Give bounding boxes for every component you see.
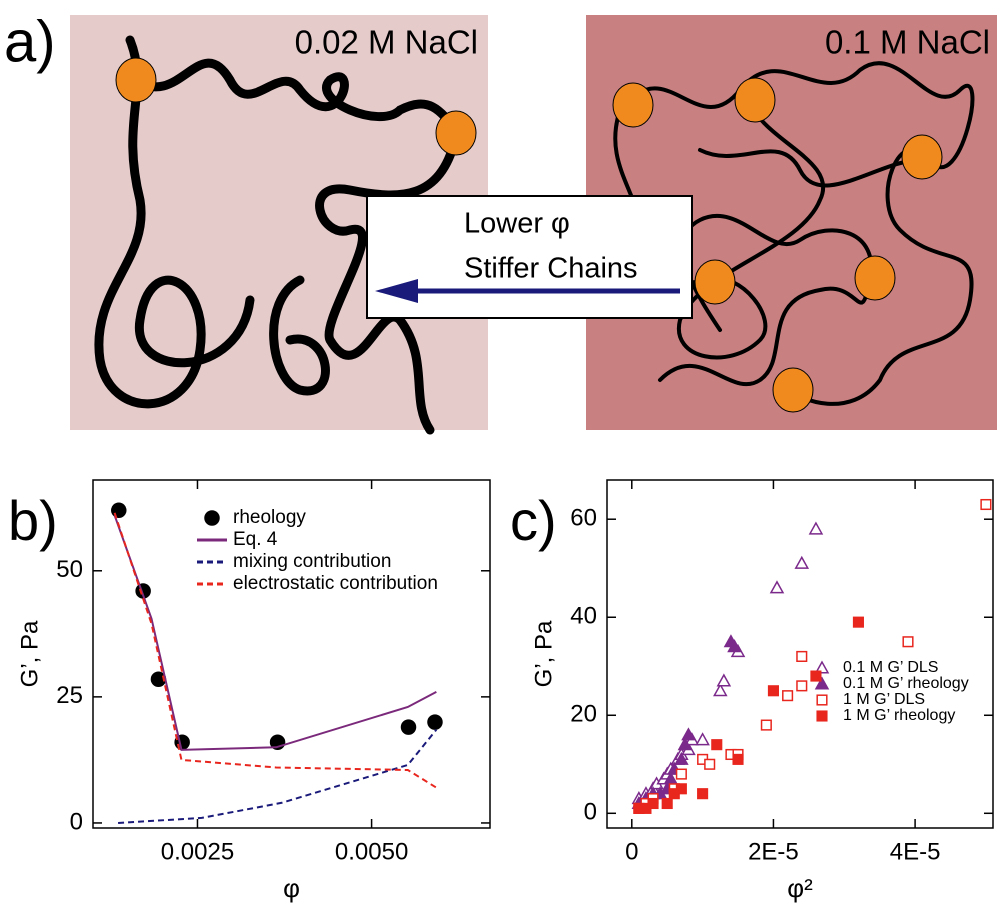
legend-marker	[205, 511, 219, 525]
point	[797, 652, 807, 662]
right-condition: 0.1 M NaCl	[825, 24, 990, 61]
point	[428, 715, 442, 729]
point	[810, 523, 822, 534]
point	[903, 637, 913, 647]
diagram: 0.02 M NaCl 0.1 M NaCl Lower φ Stiffer C…	[70, 15, 997, 430]
panel-label: c)	[510, 489, 557, 552]
y-tick-label: 40	[570, 603, 597, 630]
point	[677, 769, 687, 779]
point	[402, 720, 416, 734]
point	[981, 500, 991, 510]
point	[762, 720, 772, 730]
panel-label: a)	[4, 9, 56, 74]
arrow-text: Stiffer Chains	[464, 253, 638, 285]
legend-label: 1 M G’ DLS	[843, 691, 925, 708]
y-tick-label: 0	[70, 808, 83, 835]
point	[697, 734, 709, 745]
point	[698, 789, 708, 799]
x-tick-label: 2E-5	[748, 838, 799, 865]
point	[796, 557, 808, 568]
point	[705, 759, 715, 769]
y-axis-label: G’, Pa	[530, 620, 557, 687]
point	[648, 799, 658, 809]
point	[112, 503, 126, 517]
arrow-text: Lower φ	[464, 208, 570, 240]
y-tick-label: 60	[570, 505, 597, 532]
point	[811, 671, 821, 681]
plot-frame	[93, 480, 490, 828]
panel-label: b)	[8, 489, 58, 552]
figure: a) 0.02 M NaCl 0.1 M NaCl Lower φ Stiffe…	[0, 0, 997, 909]
x-tick-label: 0	[625, 838, 638, 865]
point	[677, 784, 687, 794]
point	[712, 740, 722, 750]
y-tick-label: 25	[56, 682, 83, 709]
legend-marker	[817, 695, 827, 705]
x-tick-label: 4E-5	[890, 838, 941, 865]
x-tick-label: 0.0050	[335, 838, 408, 865]
point	[797, 681, 807, 691]
y-tick-label: 50	[56, 556, 83, 583]
legend-label: 0.1 M G’ rheology	[843, 675, 969, 692]
x-axis-label: φ²	[787, 873, 813, 903]
y-tick-label: 20	[570, 701, 597, 728]
legend-label: Eq. 4	[233, 529, 278, 550]
x-axis-label: φ	[283, 873, 300, 903]
point	[769, 686, 779, 696]
point	[733, 755, 743, 765]
point	[854, 617, 864, 627]
legend-label: rheology	[233, 507, 306, 528]
legend-marker	[817, 711, 827, 721]
x-tick-label: 0.0025	[161, 838, 234, 865]
point	[771, 582, 783, 593]
point	[718, 675, 730, 686]
point	[783, 691, 793, 701]
legend-label: 0.1 M G’ DLS	[843, 659, 938, 676]
y-axis-label: G’, Pa	[16, 620, 43, 687]
y-tick-label: 0	[584, 799, 597, 826]
point	[662, 799, 672, 809]
legend-label: electrostatic contribution	[233, 573, 438, 594]
legend-label: mixing contribution	[233, 551, 391, 572]
left-condition: 0.02 M NaCl	[295, 24, 478, 61]
legend-label: 1 M G’ rheology	[843, 707, 955, 724]
